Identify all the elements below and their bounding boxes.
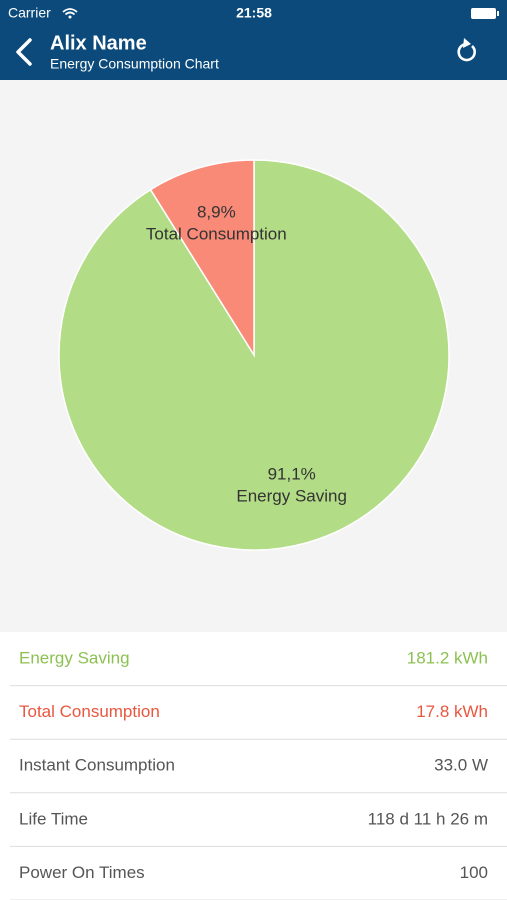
row-value: 118 d 11 h 26 m [368,809,488,828]
wifi-icon [62,8,78,16]
row-label: Life Time [19,809,88,828]
wifi-dot [68,15,72,19]
header-title: Alix Name [50,32,147,54]
slice-value-label: 91,1% [268,465,316,484]
battery-tip [497,11,499,16]
row-label: Energy Saving [19,648,130,667]
refresh-button[interactable] [457,38,476,62]
row-label: Total Consumption [19,702,160,721]
row-label: Instant Consumption [19,756,175,775]
battery [471,8,496,19]
header-subtitle: Energy Consumption Chart [50,56,219,72]
detail-table: Energy Saving 181.2 kWh Total Consumption 1… [10,648,507,900]
pie-slice [149,159,255,358]
slice-value-label: 8,9% [197,202,236,221]
slice-category-label: Energy Saving [236,487,347,506]
clock: 21:58 [236,5,272,21]
row-value: 33.0 W [434,756,488,775]
slice-category-label: Total Consumption [146,224,287,243]
carrier: Carrier [8,5,51,21]
back-button[interactable] [16,38,32,66]
header-bar [0,0,507,80]
row-value: 17.8 kWh [416,702,488,721]
row-value: 100 [460,863,488,882]
row-label: Power On Times [19,863,145,882]
pie-chart: 91,1% Energy Saving 8,9% Total Consumption [58,159,450,551]
row-value: 181.2 kWh [407,648,488,667]
